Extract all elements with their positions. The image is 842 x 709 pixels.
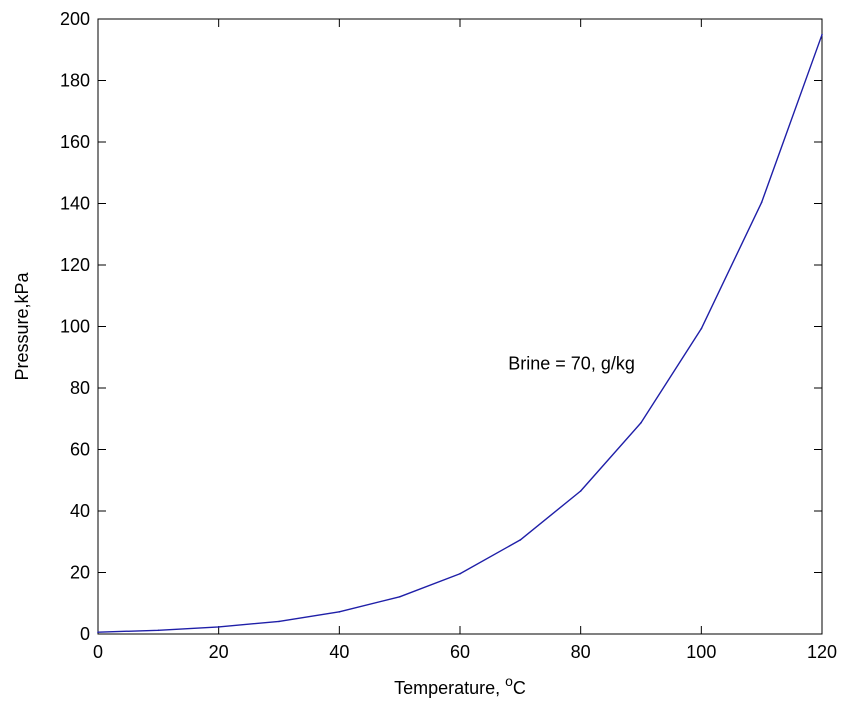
y-tick-label: 100 bbox=[60, 317, 90, 337]
data-point bbox=[218, 626, 220, 628]
data-point bbox=[459, 573, 461, 575]
x-tick-label: 20 bbox=[209, 642, 229, 662]
data-point bbox=[580, 490, 582, 492]
annotations: Brine = 70, g/kg bbox=[508, 353, 635, 373]
data-point bbox=[701, 328, 703, 330]
y-tick-label: 40 bbox=[70, 501, 90, 521]
data-point bbox=[821, 34, 823, 36]
y-tick-label: 20 bbox=[70, 563, 90, 583]
y-tick-label: 60 bbox=[70, 440, 90, 460]
y-tick-label: 0 bbox=[80, 624, 90, 644]
data-point bbox=[761, 201, 763, 203]
data-point bbox=[97, 631, 99, 633]
data-point bbox=[640, 422, 642, 424]
x-tick-label: 100 bbox=[686, 642, 716, 662]
y-axis-label: Pressure,kPa bbox=[12, 271, 32, 380]
y-tick-label: 140 bbox=[60, 194, 90, 214]
annotation-text: Brine = 70, g/kg bbox=[508, 353, 635, 373]
x-axis-label-text: Temperature, bbox=[394, 678, 505, 698]
y-tick-label: 120 bbox=[60, 255, 90, 275]
x-tick-label: 120 bbox=[807, 642, 837, 662]
plot-area bbox=[98, 19, 822, 634]
data-point bbox=[399, 596, 401, 598]
y-tick-label: 180 bbox=[60, 71, 90, 91]
data-point bbox=[520, 539, 522, 541]
x-tick-label: 0 bbox=[93, 642, 103, 662]
x-axis-label-unit: C bbox=[513, 678, 526, 698]
data-point bbox=[339, 611, 341, 613]
x-tick-label: 40 bbox=[329, 642, 349, 662]
y-tick-label: 200 bbox=[60, 9, 90, 29]
data-point bbox=[158, 630, 160, 632]
x-axis-label-degree: o bbox=[505, 673, 513, 689]
y-tick-label: 80 bbox=[70, 378, 90, 398]
x-tick-label: 80 bbox=[571, 642, 591, 662]
y-tick-label: 160 bbox=[60, 132, 90, 152]
x-tick-label: 60 bbox=[450, 642, 470, 662]
data-point bbox=[278, 621, 280, 623]
